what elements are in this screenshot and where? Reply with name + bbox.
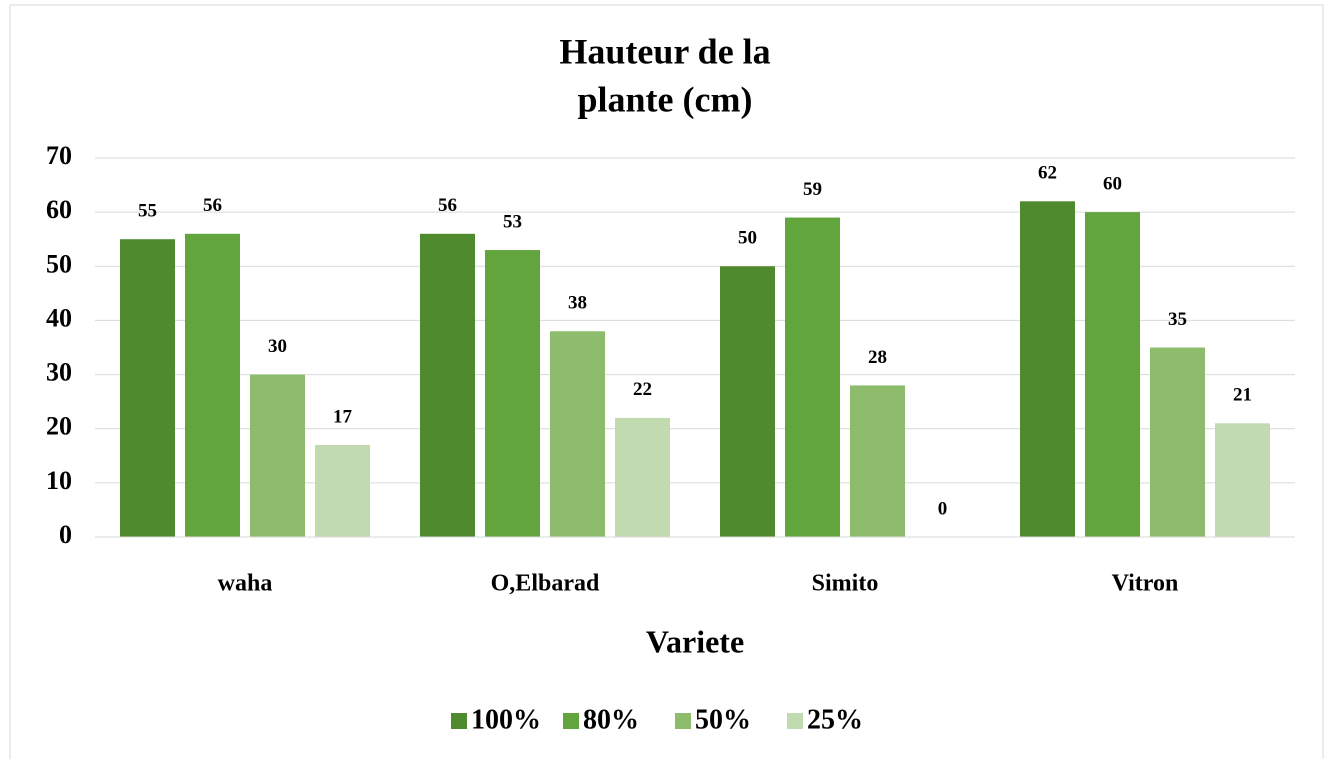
- x-tick-label: waha: [218, 571, 273, 597]
- bar: [1215, 423, 1270, 537]
- y-tick-label: 10: [46, 466, 72, 495]
- bar: [785, 217, 840, 538]
- data-label: 17: [333, 406, 353, 427]
- bar: [615, 417, 670, 537]
- bar: [550, 331, 605, 537]
- x-tick-label: Simito: [812, 571, 879, 597]
- chart-title: plante (cm): [578, 79, 753, 119]
- x-axis-title: Variete: [646, 623, 744, 659]
- y-tick-label: 0: [59, 520, 72, 549]
- data-label: 62: [1038, 163, 1057, 184]
- bar: [315, 444, 370, 537]
- bar: [1020, 201, 1075, 538]
- y-tick-label: 70: [46, 141, 72, 170]
- legend-label: 100%: [471, 704, 541, 735]
- bar: [1150, 347, 1205, 537]
- data-label: 21: [1233, 385, 1252, 406]
- data-label: 22: [633, 379, 652, 400]
- bar: [850, 385, 905, 537]
- data-label: 56: [438, 195, 457, 216]
- y-tick-label: 40: [46, 303, 72, 332]
- legend-swatch: [787, 713, 803, 729]
- data-label: 60: [1103, 174, 1122, 195]
- data-label: 0: [938, 498, 948, 519]
- bar: [120, 239, 175, 537]
- data-label: 53: [503, 211, 522, 232]
- legend-label: 50%: [695, 704, 751, 735]
- legend-swatch: [563, 713, 579, 729]
- y-tick-label: 50: [46, 249, 72, 278]
- bar: [185, 233, 240, 538]
- data-label: 28: [868, 347, 887, 368]
- legend-label: 80%: [583, 704, 639, 735]
- legend-swatch: [675, 713, 691, 729]
- x-tick-label: Vitron: [1112, 571, 1179, 597]
- bar: [720, 266, 775, 537]
- bar: [485, 250, 540, 538]
- data-label: 38: [568, 293, 587, 314]
- legend-swatch: [451, 713, 467, 729]
- x-tick-label: O,Elbarad: [491, 571, 600, 597]
- data-label: 55: [138, 201, 157, 222]
- data-label: 35: [1168, 309, 1187, 330]
- bar: [1085, 212, 1140, 537]
- bar: [420, 233, 475, 538]
- legend-label: 25%: [807, 704, 863, 735]
- y-tick-label: 20: [46, 412, 72, 441]
- y-tick-label: 60: [46, 195, 72, 224]
- y-tick-label: 30: [46, 358, 72, 387]
- data-label: 30: [268, 336, 287, 357]
- data-label: 50: [738, 228, 757, 249]
- data-label: 56: [203, 195, 222, 216]
- chart-title: Hauteur de la: [559, 31, 770, 71]
- data-label: 59: [803, 179, 822, 200]
- bar: [250, 374, 305, 537]
